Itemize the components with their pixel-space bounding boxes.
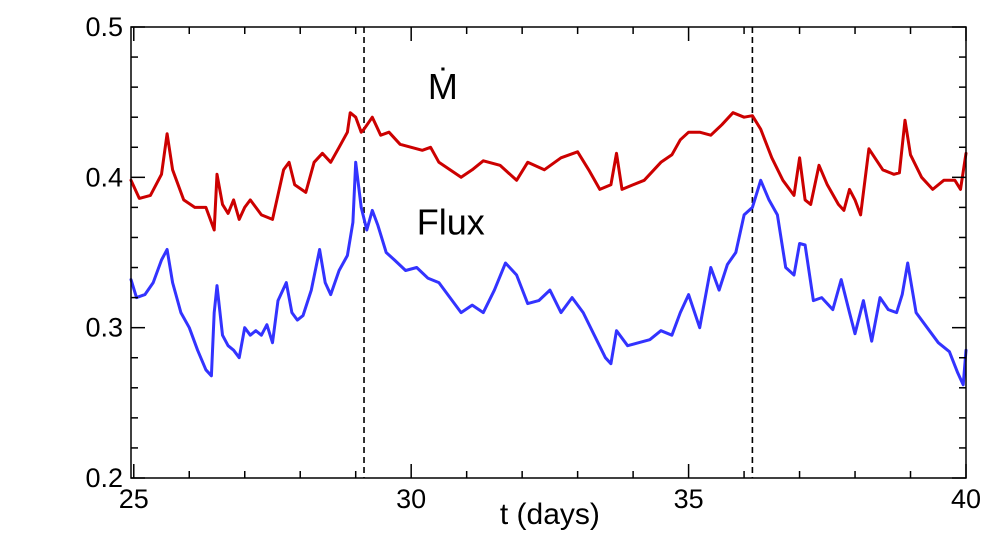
tick-marks (131, 26, 967, 479)
x-tick-label: 35 (674, 484, 704, 514)
series-line-1 (129, 111, 968, 232)
series-line-2 (129, 160, 968, 387)
x-tick-labels: 25 30 35 40 (119, 484, 981, 514)
x-axis-title: t (days) (500, 498, 600, 531)
y-tick-labels: 0.2 0.3 0.4 0.5 (85, 12, 123, 493)
plot-frame (130, 26, 967, 479)
x-tick-label: 40 (951, 484, 981, 514)
annotation-mdot: Ṁ (428, 66, 458, 107)
annotations: Ṁ Flux (417, 66, 485, 242)
y-tick-label: 0.4 (85, 162, 123, 192)
x-tick-label: 25 (119, 484, 149, 514)
series-group (129, 111, 968, 387)
annotation-flux: Flux (417, 201, 485, 242)
x-tick-label: 30 (396, 484, 426, 514)
y-tick-label: 0.5 (85, 12, 123, 42)
vertical-reference-lines (363, 27, 754, 478)
y-tick-label: 0.3 (85, 313, 123, 343)
y-tick-label: 0.2 (85, 463, 123, 493)
